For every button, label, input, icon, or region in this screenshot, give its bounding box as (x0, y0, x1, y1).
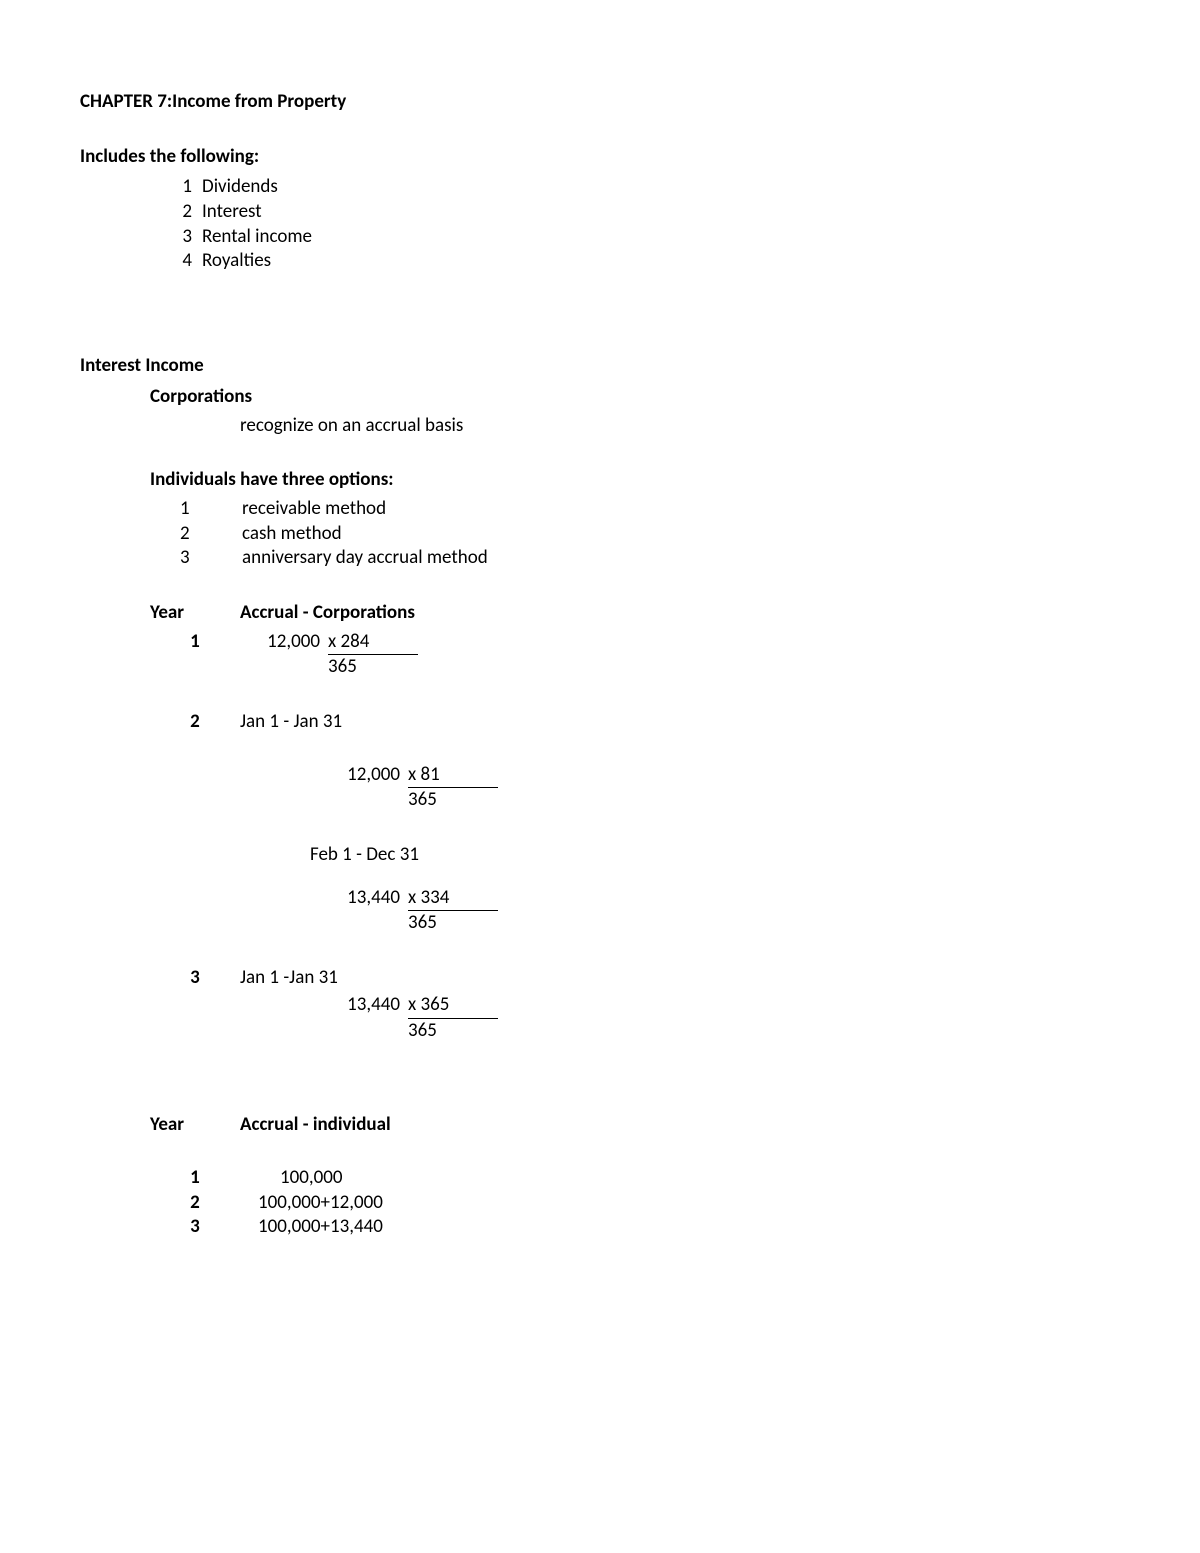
corp-year-1: 1 12,000 x 284 365 (150, 630, 1120, 680)
list-num: 4 (170, 249, 192, 274)
year-num: 1 (150, 1166, 240, 1191)
list-num: 3 (170, 225, 192, 250)
date-range: Jan 1 -Jan 31 (240, 966, 338, 991)
individuals-heading: Individuals have three options: (150, 468, 1120, 493)
year-num: 2 (150, 710, 240, 735)
date-range: Jan 1 - Jan 31 (240, 710, 342, 735)
list-num: 1 (170, 175, 192, 200)
indiv-val: 100,000 (280, 1166, 343, 1191)
indiv-val: 100,000+12,000 (258, 1191, 383, 1216)
year-num: 1 (150, 630, 240, 655)
list-label: Interest (202, 200, 262, 225)
year-num: 3 (150, 966, 240, 991)
calc-amount: 12,000 (320, 763, 400, 788)
opt-label: anniversary day accrual method (242, 546, 488, 571)
indiv-val: 100,000+13,440 (258, 1215, 383, 1240)
opt-num: 2 (180, 522, 202, 547)
list-label: Dividends (202, 175, 278, 200)
corp-table-head: Year Accrual - Corporations (150, 601, 1120, 626)
list-label: Royalties (202, 249, 271, 274)
calc-denom: 365 (408, 911, 498, 936)
includes-heading: Includes the following: (80, 145, 1120, 170)
includes-list: 1 Dividends 2 Interest 3 Rental income 4… (170, 175, 1120, 274)
calc-mult: x 334 (408, 886, 498, 911)
corporations-subhead: Corporations (150, 385, 1120, 410)
year-num: 2 (150, 1191, 240, 1216)
col-accrual-corp: Accrual - Corporations (240, 601, 415, 626)
indiv-table-head: Year Accrual - individual (150, 1113, 1120, 1138)
year-num: 3 (150, 1215, 240, 1240)
corporations-text: recognize on an accrual basis (240, 414, 1120, 439)
calc-amount: 13,440 (320, 886, 400, 911)
opt-num: 3 (180, 546, 202, 571)
chapter-title: CHAPTER 7:Income from Property (80, 90, 1120, 115)
indiv-years: 1 100,000 2 100,000+12,000 3 100,000+13,… (80, 1166, 1120, 1240)
calc-amount: 12,000 (240, 630, 320, 655)
col-year: Year (150, 1113, 240, 1138)
corp-year-3: 3 Jan 1 -Jan 31 13,440 x 365 365 (150, 966, 1120, 1043)
calc-denom: 365 (408, 1019, 498, 1044)
calc-denom: 365 (328, 655, 418, 680)
individual-options: 1 receivable method 2 cash method 3 anni… (180, 497, 1120, 571)
opt-label: cash method (242, 522, 342, 547)
date-range: Feb 1 - Dec 31 (310, 843, 1120, 868)
calc-mult: x 365 (408, 993, 498, 1018)
interest-heading: Interest Income (80, 354, 1120, 379)
calc-mult: x 284 (328, 630, 418, 655)
calc-denom: 365 (408, 788, 498, 813)
opt-num: 1 (180, 497, 202, 522)
col-year: Year (150, 601, 240, 626)
calc-amount: 13,440 (320, 993, 400, 1018)
list-label: Rental income (202, 225, 312, 250)
corp-year-2: 2 Jan 1 - Jan 31 12,000 x 81 365 Feb 1 -… (150, 710, 1120, 936)
list-num: 2 (170, 200, 192, 225)
col-accrual-indiv: Accrual - individual (240, 1113, 391, 1138)
calc-mult: x 81 (408, 763, 498, 788)
opt-label: receivable method (242, 497, 386, 522)
